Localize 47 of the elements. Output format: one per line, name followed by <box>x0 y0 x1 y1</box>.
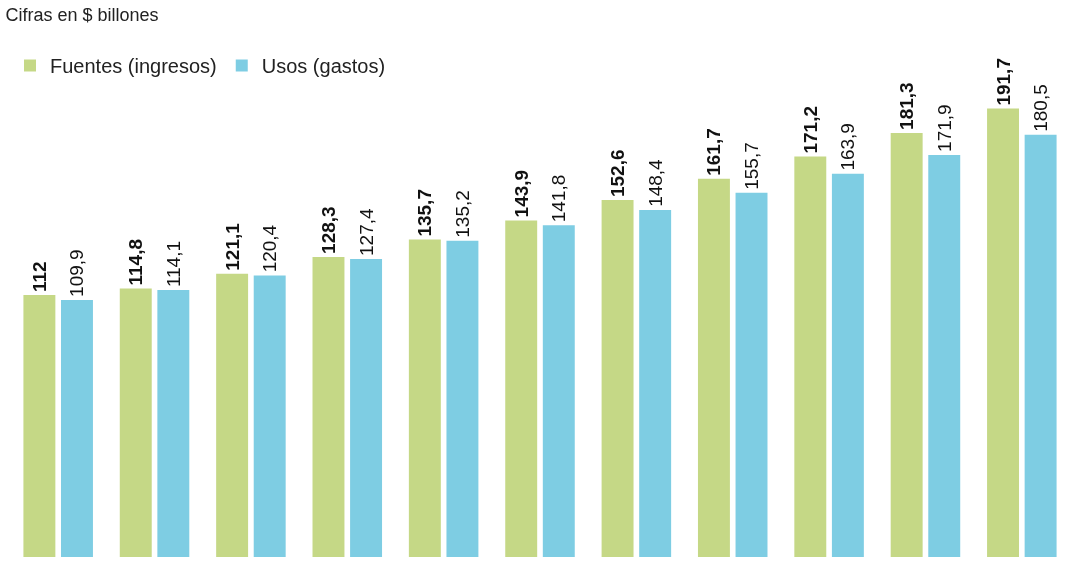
bar <box>408 239 441 557</box>
bar <box>157 290 190 557</box>
data-label: 152,6 <box>607 149 629 198</box>
data-label: 135,2 <box>451 190 473 238</box>
bar <box>253 275 286 557</box>
bar <box>831 173 864 557</box>
data-label: 155,7 <box>741 142 763 190</box>
bar <box>987 108 1019 557</box>
bar <box>446 240 479 557</box>
bar <box>542 225 575 557</box>
bar <box>350 259 383 557</box>
bar <box>639 209 672 557</box>
data-label: 112 <box>28 261 50 293</box>
bar <box>928 154 961 557</box>
data-label: 120,4 <box>259 224 281 273</box>
data-label: 127,4 <box>355 208 377 256</box>
bar <box>216 273 249 557</box>
data-label: 148,4 <box>644 158 666 207</box>
bar <box>505 220 538 557</box>
bar <box>312 256 345 557</box>
bar <box>890 132 923 557</box>
data-label: 109,9 <box>66 249 88 297</box>
data-label: 143,9 <box>510 169 532 218</box>
data-label: 171,9 <box>933 104 955 152</box>
legend-label: Usos (gastos) <box>261 55 386 78</box>
bar <box>23 295 56 557</box>
legend-label: Fuentes (ingresos) <box>50 55 217 78</box>
bar <box>697 178 730 557</box>
data-label: 135,7 <box>414 189 436 237</box>
data-label: 161,7 <box>703 128 725 176</box>
data-label: 181,3 <box>896 82 918 130</box>
chart-title: Cifras en $ billones <box>5 5 159 26</box>
bar <box>794 156 827 557</box>
data-label: 128,3 <box>317 206 339 254</box>
data-label: 171,2 <box>799 106 821 154</box>
data-label: 114,1 <box>162 240 184 288</box>
data-label: 114,8 <box>125 238 147 286</box>
data-label: 180,5 <box>1030 84 1052 132</box>
bar <box>735 192 768 557</box>
bar <box>1024 134 1057 557</box>
bar <box>601 200 634 557</box>
data-label: 141,8 <box>548 174 570 223</box>
bar <box>119 288 152 557</box>
data-label: 163,9 <box>837 123 859 171</box>
bar <box>61 299 93 557</box>
data-label: 121,1 <box>221 222 243 271</box>
data-label: 191,7 <box>992 58 1014 106</box>
